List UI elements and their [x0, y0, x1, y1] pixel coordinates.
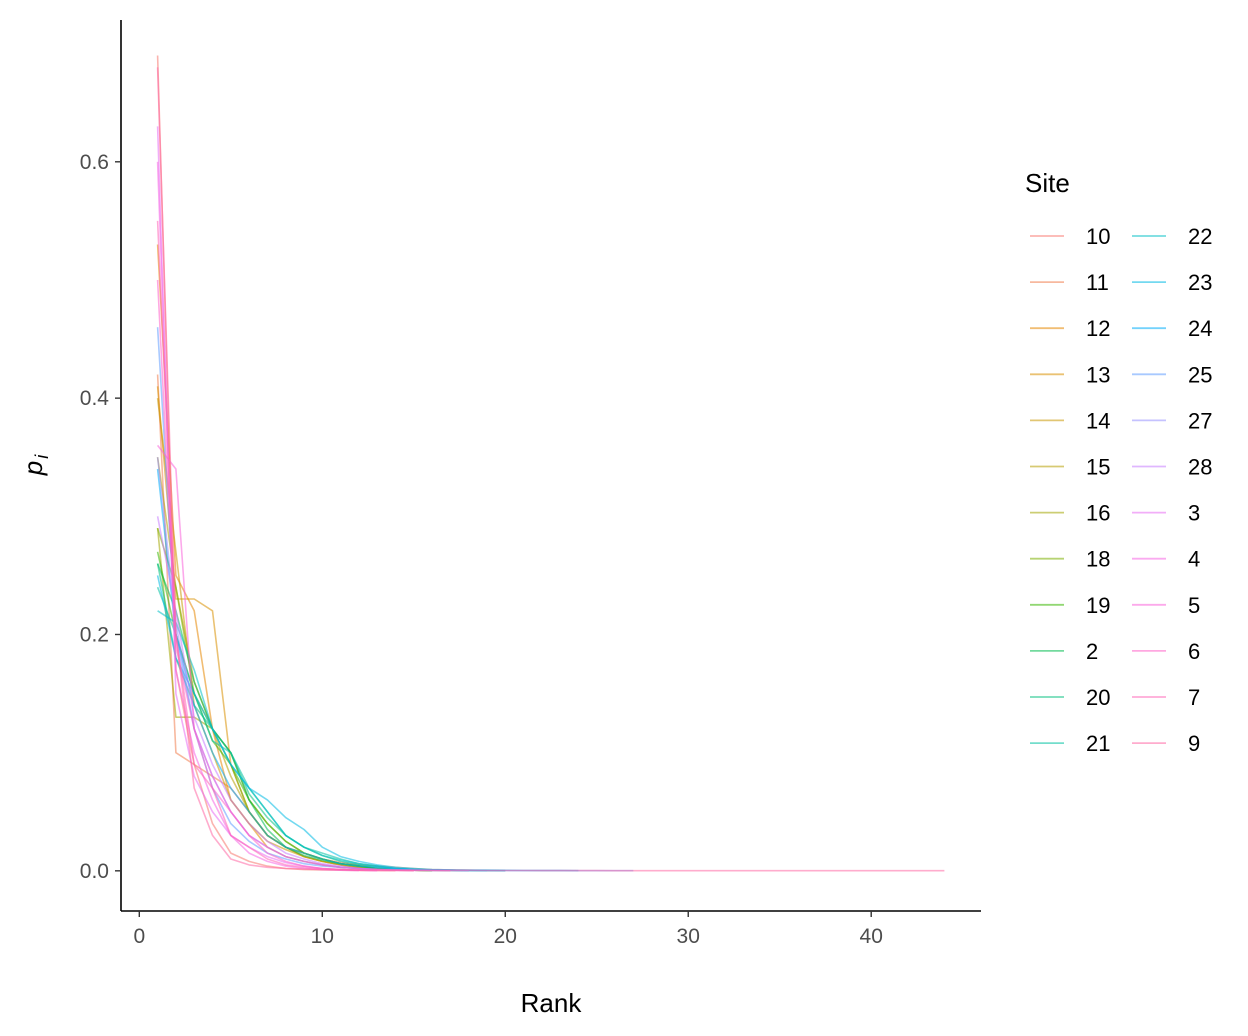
x-axis-ticks: 0 10 20 30 40: [133, 911, 883, 948]
legend-title: Site: [1025, 168, 1070, 198]
y-axis-ticks: 0.0 0.2 0.4 0.6: [80, 151, 121, 883]
series-line-27: [156, 457, 469, 872]
series-line-6: [156, 279, 378, 872]
legend-label-19: 19: [1086, 593, 1110, 618]
legend-label-16: 16: [1086, 501, 1110, 526]
legend-label-5: 5: [1188, 593, 1200, 618]
legend-label-7: 7: [1188, 685, 1200, 710]
legend-label-27: 27: [1188, 408, 1212, 433]
series-line-11: [156, 374, 506, 872]
x-tick-label: 40: [860, 925, 883, 948]
legend-label-18: 18: [1086, 547, 1110, 572]
legend-label-3: 3: [1188, 501, 1200, 526]
legend-label-23: 23: [1188, 270, 1212, 295]
series-line-9: [156, 67, 945, 872]
legend-label-4: 4: [1188, 547, 1200, 572]
legend: Site 10 11 12 13 14 15 16 18 19 2 20 21 22 23 24 25 27 28…: [1025, 168, 1212, 756]
series-line-24: [156, 468, 506, 872]
y-tick-label: 0.2: [80, 623, 109, 646]
x-axis-title: Rank: [521, 988, 583, 1018]
y-axis-title-main: p: [18, 461, 48, 476]
legend-label-14: 14: [1086, 408, 1110, 433]
series-line-23: [156, 575, 579, 872]
y-tick-label: 0.6: [80, 151, 109, 174]
legend-label-10: 10: [1086, 224, 1110, 249]
series-line-18: [156, 527, 433, 872]
legend-label-20: 20: [1086, 685, 1110, 710]
series-line-15: [156, 457, 433, 872]
x-tick-label: 0: [133, 925, 145, 948]
series-line-25: [156, 327, 634, 872]
series-line-21: [156, 586, 469, 872]
legend-label-15: 15: [1086, 455, 1110, 480]
x-tick-label: 30: [677, 925, 700, 948]
legend-label-24: 24: [1188, 316, 1212, 341]
legend-label-11: 11: [1086, 270, 1109, 295]
legend-label-28: 28: [1188, 455, 1212, 480]
y-axis-title: pi: [18, 454, 52, 476]
legend-label-6: 6: [1188, 639, 1200, 664]
y-tick-label: 0.0: [80, 860, 109, 883]
legend-label-2: 2: [1086, 639, 1098, 664]
legend-label-21: 21: [1086, 731, 1110, 756]
y-tick-label: 0.4: [80, 387, 110, 410]
series-line-14: [156, 398, 469, 872]
series-line-7: [156, 220, 414, 872]
legend-label-12: 12: [1086, 316, 1110, 341]
y-axis-title-subscript: i: [32, 454, 52, 459]
legend-label-22: 22: [1188, 224, 1212, 249]
series-line-12: [156, 244, 414, 872]
series-line-4: [156, 161, 359, 872]
x-tick-label: 20: [494, 925, 517, 948]
series-lines: [156, 55, 945, 872]
series-line-22: [157, 610, 488, 872]
x-tick-label: 10: [311, 925, 334, 948]
series-line-16: [156, 528, 433, 872]
legend-label-9: 9: [1188, 731, 1200, 756]
legend-label-13: 13: [1086, 362, 1110, 387]
legend-label-25: 25: [1188, 362, 1212, 387]
